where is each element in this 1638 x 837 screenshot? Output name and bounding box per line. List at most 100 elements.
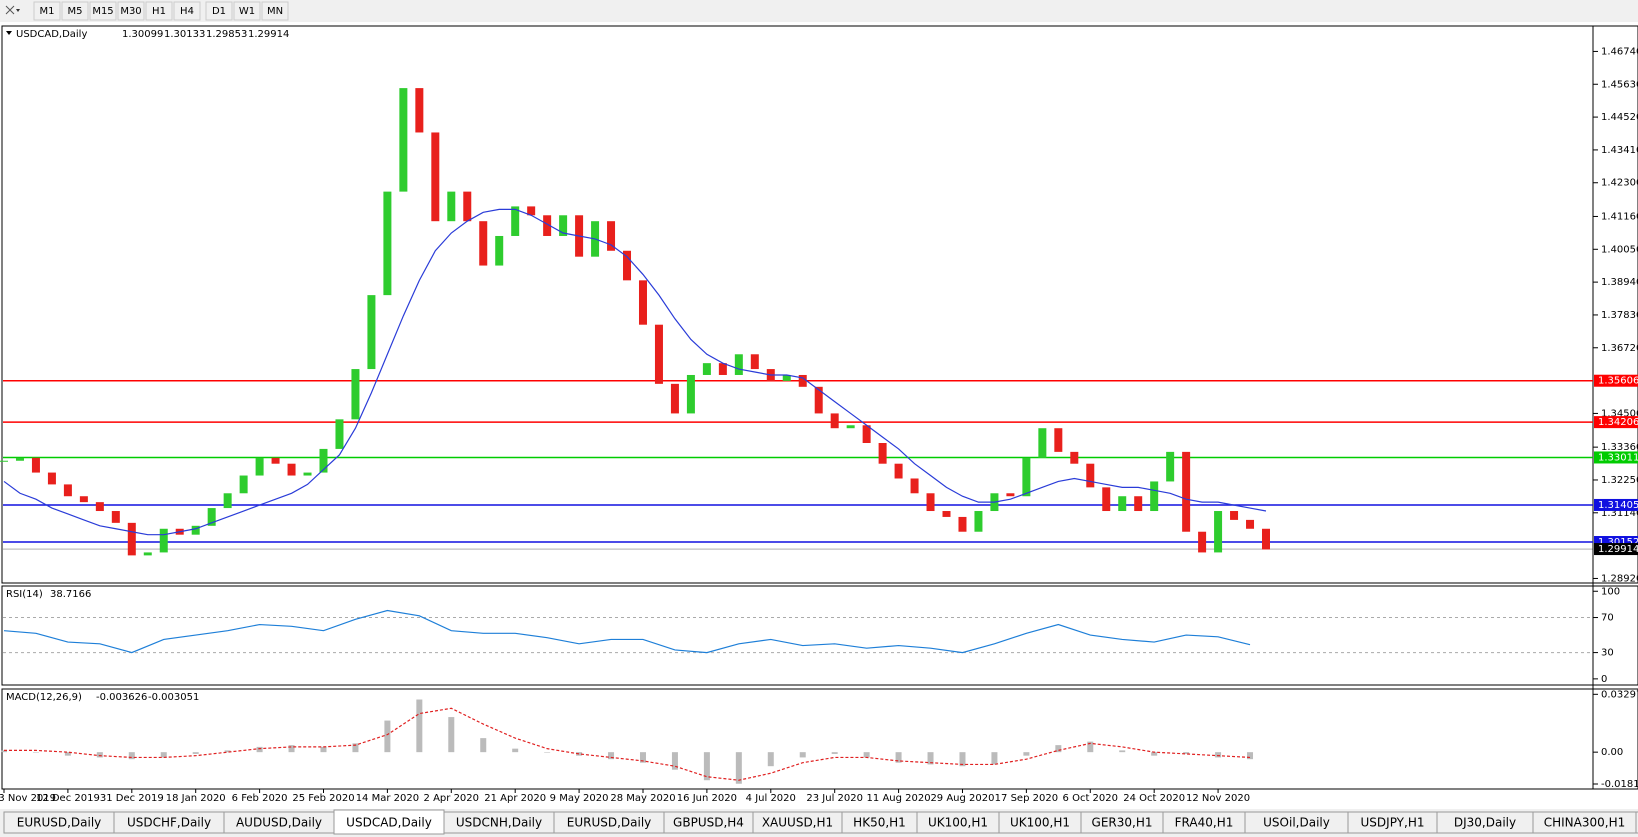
toolbar-bg	[0, 0, 1638, 22]
y-tick-label: 1.34500	[1601, 408, 1638, 419]
candle	[1022, 457, 1031, 497]
tab-label: CHINA300,H1	[1544, 816, 1626, 830]
timeframe-button[interactable]: H4	[173, 1, 201, 21]
macd-name: MACD(12,26,9)	[6, 692, 82, 703]
candle	[1214, 511, 1223, 553]
tab[interactable]: GBPUSD,H4	[663, 811, 754, 834]
y-tick-label: 1.33360	[1601, 442, 1638, 453]
macd-bar	[160, 752, 167, 758]
timeframe-button[interactable]: W1	[233, 1, 261, 21]
timeframe-button[interactable]: D1	[205, 1, 233, 21]
macd-bar	[384, 720, 391, 753]
candle	[287, 463, 296, 476]
tab[interactable]: GER30,H1	[1080, 811, 1164, 834]
candle	[159, 528, 168, 553]
tab-bg	[1635, 811, 1638, 834]
tab[interactable]: USDCHF,Daily	[113, 811, 225, 834]
candle	[702, 363, 711, 375]
tab[interactable]: AUDUSD,Daily	[223, 811, 335, 834]
tab-label: FRA40,H1	[1175, 816, 1234, 830]
tab[interactable]: HK50,H1	[841, 811, 918, 834]
y-tick-label: 1.41160	[1601, 211, 1638, 222]
candle	[367, 295, 376, 370]
candle	[894, 463, 903, 479]
rsi-line	[3, 609, 1251, 654]
x-tick-label: 17 Sep 2020	[995, 793, 1058, 804]
macd-bar	[863, 752, 870, 758]
macd-bar	[256, 746, 263, 753]
candle	[463, 191, 472, 222]
ohlc-value: 1.30099	[122, 29, 163, 40]
tab[interactable]: UK100,H1	[998, 811, 1082, 834]
tab[interactable]: USDCAD,Daily	[333, 809, 445, 835]
x-tick-label: 29 Aug 2020	[930, 793, 994, 804]
candle	[0, 460, 8, 462]
tab[interactable]: EURUSD,Daily	[553, 811, 665, 834]
x-tick-label: 11 Aug 2020	[867, 793, 931, 804]
timeframe-button[interactable]: M30	[117, 1, 145, 21]
candle	[670, 383, 679, 414]
candle	[607, 221, 616, 251]
macd-bar	[1087, 741, 1094, 753]
y-tick-label: 100	[1601, 586, 1620, 597]
candle	[383, 191, 392, 296]
timeframe-button[interactable]: M1	[33, 1, 61, 21]
macd-signal	[4, 707, 1251, 781]
candle	[910, 478, 919, 494]
level-tag	[1594, 543, 1638, 556]
tab-label: USDCHF,Daily	[127, 816, 211, 830]
candle	[239, 475, 248, 494]
candle	[926, 493, 935, 512]
x-tick-label: 6 Oct 2020	[1063, 793, 1118, 804]
candle	[846, 425, 855, 429]
tab[interactable]: DJ30,Daily	[1436, 811, 1534, 834]
candle	[431, 132, 440, 222]
ohlc-value: 1.29914	[248, 29, 289, 40]
tab[interactable]: USDJPY,H1	[1347, 811, 1438, 834]
candle	[1198, 531, 1207, 553]
timeframe-button[interactable]: M15	[89, 1, 117, 21]
timeframe-button[interactable]: H1	[145, 1, 173, 21]
candle	[351, 369, 360, 420]
candle	[127, 522, 136, 556]
tab[interactable]: USOil,Daily	[1244, 811, 1349, 834]
candle	[1182, 451, 1191, 532]
y-tick-label: 1.36720	[1601, 343, 1638, 354]
button-bg	[145, 1, 173, 21]
tab-label: UK100,H1	[1010, 816, 1070, 830]
macd-bar	[96, 752, 103, 758]
tab[interactable]: EURUSD,Daily	[3, 811, 115, 834]
tab[interactable]: XAUUSD,H1	[752, 811, 843, 834]
header-arrow	[6, 31, 12, 35]
button-bg	[205, 1, 233, 21]
macd-bar	[927, 752, 934, 765]
tab[interactable]: CHINA300,H1	[1532, 811, 1637, 834]
macd-bar	[352, 743, 359, 753]
x-tick-label: 28 May 2020	[610, 793, 675, 804]
tab-label: UK100,H1	[928, 816, 988, 830]
timeframe-button[interactable]: MN	[261, 1, 289, 21]
macd-bar	[1, 750, 7, 753]
level-tag	[1594, 451, 1638, 464]
macd-bar	[416, 699, 423, 753]
macd-bar	[64, 752, 71, 756]
tab[interactable]: USDCNH,Daily	[443, 811, 555, 834]
level-tag	[1594, 374, 1638, 387]
candle	[191, 525, 200, 535]
candle	[207, 508, 216, 526]
toolbar-arrow	[16, 9, 20, 12]
timeframe-button[interactable]: M5	[61, 1, 89, 21]
macd-bar	[1055, 745, 1062, 753]
macd-bar	[991, 752, 998, 765]
candle	[1102, 487, 1111, 512]
macd-bar	[895, 752, 902, 763]
button-bg	[33, 1, 61, 21]
candle	[974, 511, 983, 532]
x-tick-label: 12 Nov 2020	[1186, 793, 1250, 804]
ohlc-value: 1.29853	[206, 29, 247, 40]
tab[interactable]: FRA40,H1	[1162, 811, 1246, 834]
macd-signal-value: -0.003051	[148, 692, 199, 703]
tab[interactable]: UK100,H1	[916, 811, 1000, 834]
y-tick-label: 1.46740	[1601, 46, 1638, 57]
tab[interactable]: USOil,H1	[1635, 811, 1638, 834]
